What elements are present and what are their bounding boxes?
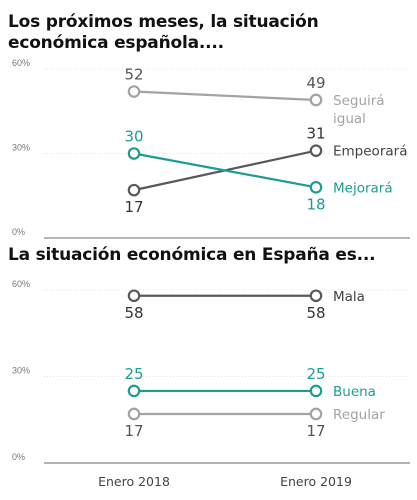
data-label: 17 xyxy=(306,422,325,440)
data-label: 49 xyxy=(306,74,325,92)
data-point xyxy=(309,289,323,303)
x-axis-label: Enero 2018 xyxy=(98,474,170,489)
data-label: 25 xyxy=(124,365,143,383)
chart-2-tick-label: 30% xyxy=(12,366,30,376)
series-label-mala: Mala xyxy=(333,289,365,305)
chart-1-tick-label: 0% xyxy=(12,227,25,237)
data-label: 30 xyxy=(124,128,143,146)
data-point xyxy=(309,407,323,421)
series-label-seguirá-igual: Seguirá xyxy=(333,93,385,109)
chart-2-tick-label: 60% xyxy=(12,279,30,289)
data-point xyxy=(127,183,141,197)
series-label-regular: Regular xyxy=(333,407,385,423)
data-label: 17 xyxy=(124,198,143,216)
data-point xyxy=(127,407,141,421)
data-label: 17 xyxy=(124,422,143,440)
series-line-seguirá-igual xyxy=(133,90,317,102)
x-axis-label: Enero 2019 xyxy=(280,474,352,489)
data-point xyxy=(127,289,141,303)
data-point xyxy=(127,85,141,98)
data-label: 25 xyxy=(306,365,325,383)
data-label: 18 xyxy=(306,195,325,213)
series-label-seguirá-igual: igual xyxy=(333,111,366,127)
data-point xyxy=(127,384,141,398)
chart-2-title: La situación económica en España es... xyxy=(8,245,376,265)
chart-2-tick-label: 0% xyxy=(12,452,25,462)
data-point xyxy=(309,181,323,194)
chart-1-tick-label: 30% xyxy=(12,143,30,153)
data-label: 52 xyxy=(124,66,143,84)
data-label: 58 xyxy=(306,304,325,322)
data-label: 58 xyxy=(124,304,143,322)
data-point xyxy=(127,147,141,160)
data-point xyxy=(309,384,323,398)
data-label: 31 xyxy=(306,125,325,143)
series-line-mejorará xyxy=(133,152,317,189)
chart-1-title: Los próximos meses, la situación económi… xyxy=(8,12,319,53)
data-point xyxy=(309,144,323,157)
series-label-empeorará: Empeorará xyxy=(333,144,407,160)
series-label-buena: Buena xyxy=(333,384,376,400)
chart-1-tick-label: 60% xyxy=(12,58,30,68)
data-point xyxy=(309,93,323,107)
series-label-mejorará: Mejorará xyxy=(333,180,393,196)
